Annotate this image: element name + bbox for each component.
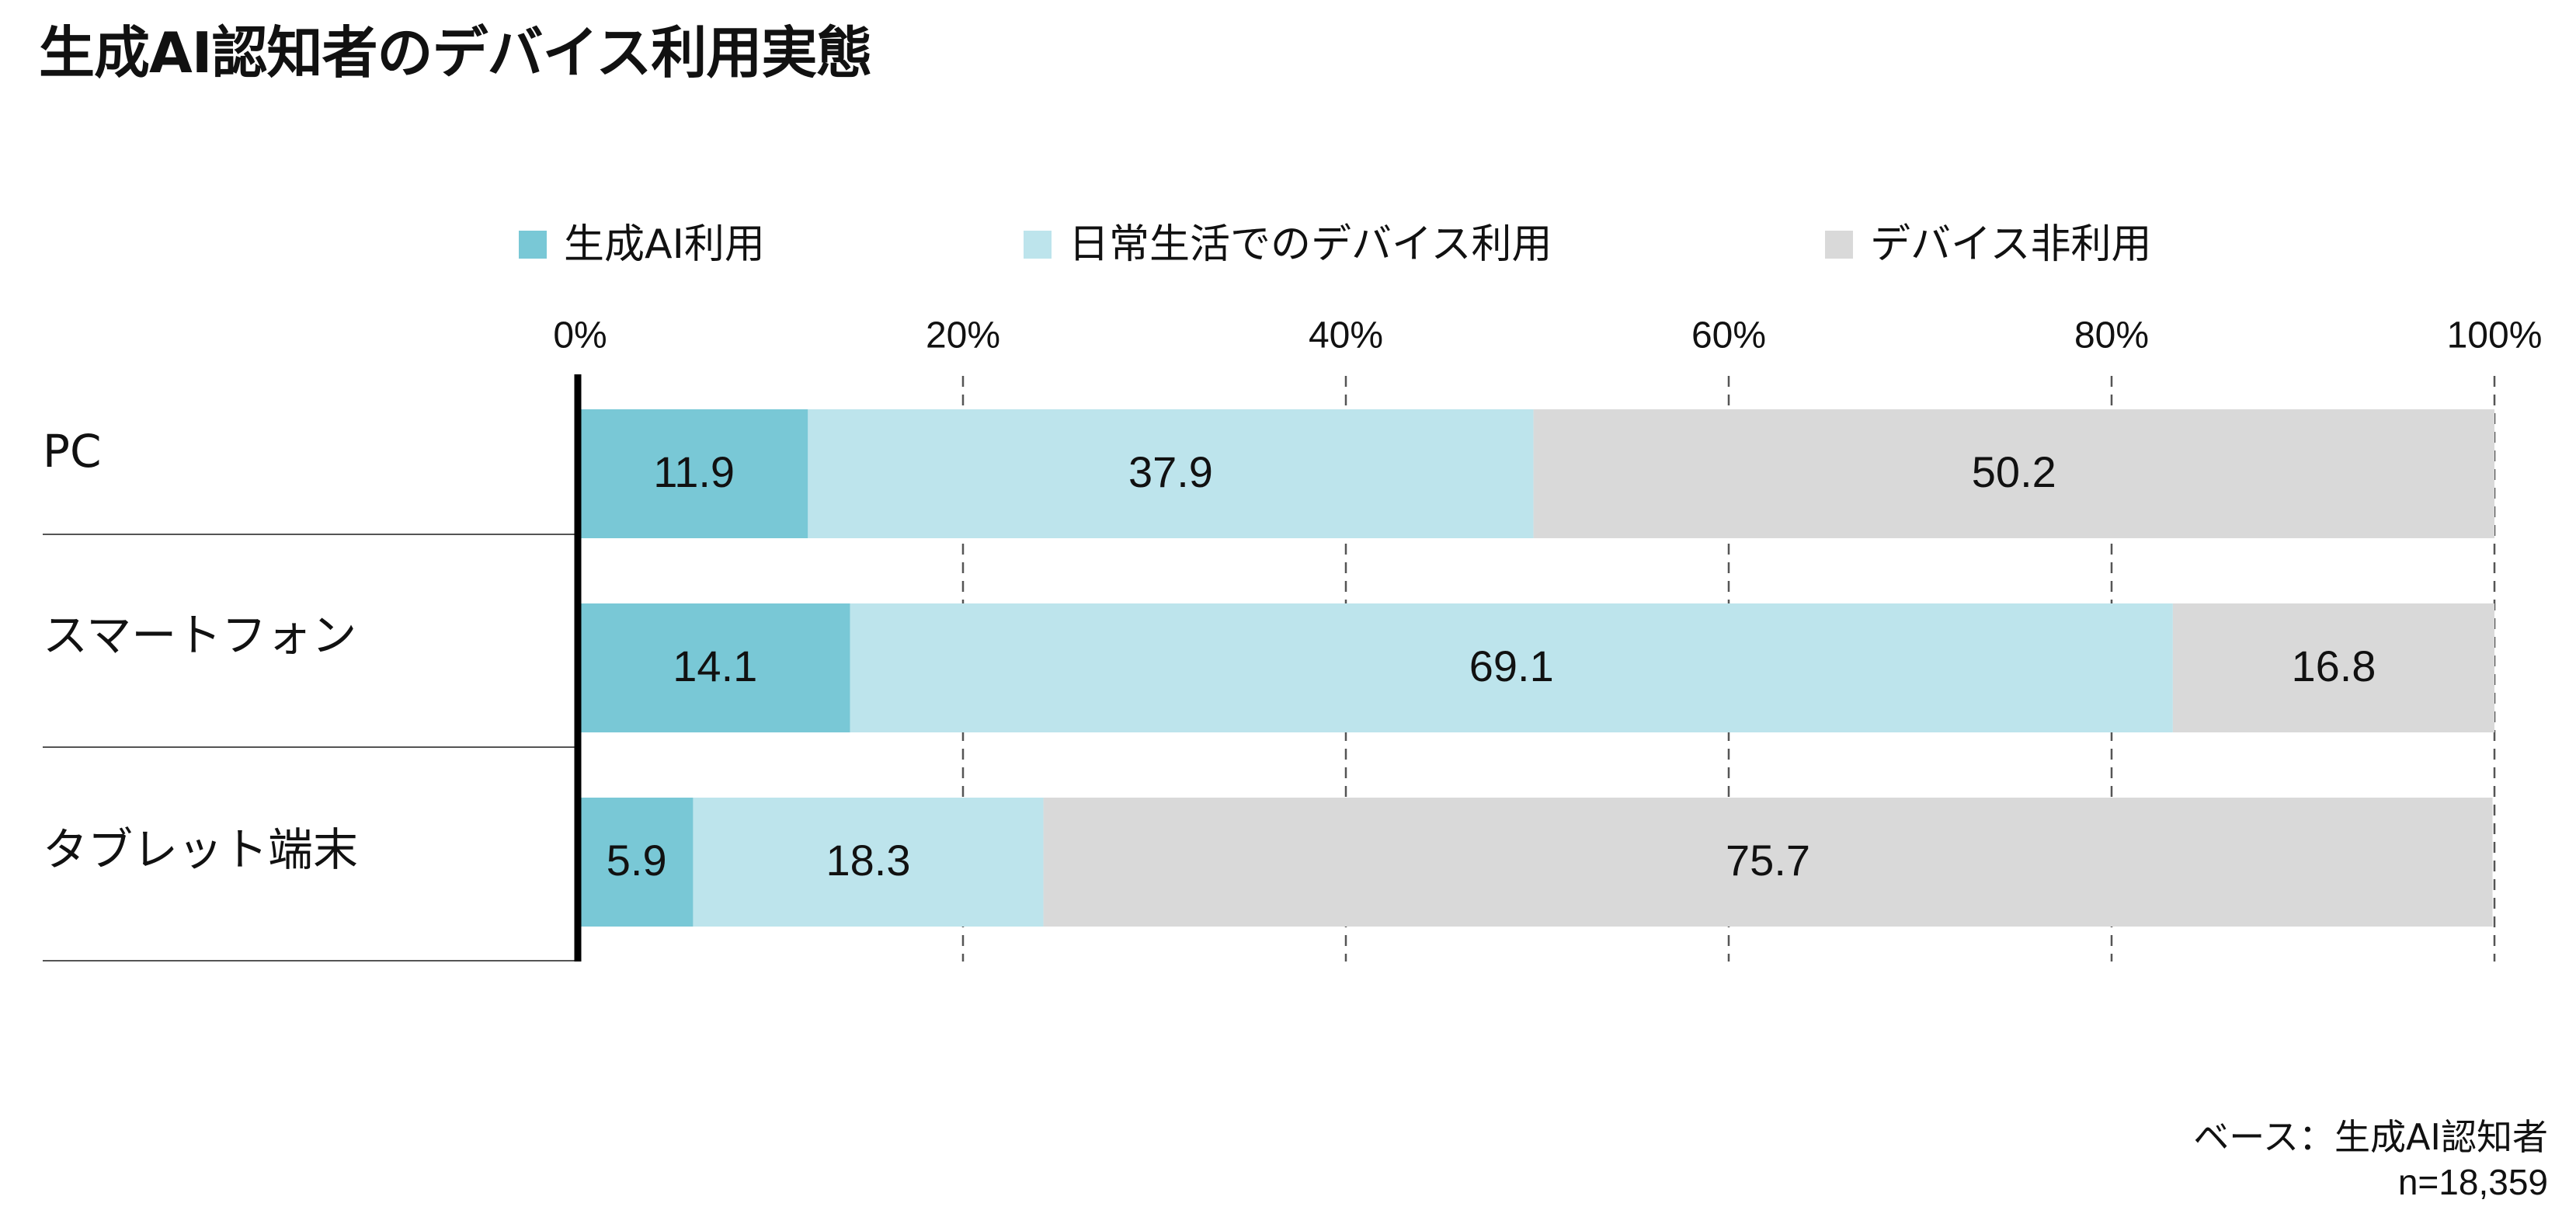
row-separators (43, 534, 579, 962)
x-tick-label: 100% (2447, 315, 2543, 356)
x-tick-label: 80% (2074, 315, 2149, 356)
legend-item-daily: 日常生活でのデバイス利用 (1024, 217, 1552, 272)
bar-segment (2172, 603, 2494, 732)
value-label: 18.3 (826, 836, 910, 885)
legend-label-genai: 生成AI利用 (564, 221, 765, 268)
x-tick-label: 60% (1691, 315, 1766, 356)
legend-swatch-daily (1024, 231, 1052, 259)
legend-label-daily: 日常生活でのデバイス利用 (1069, 221, 1552, 268)
value-label: 50.2 (1972, 447, 2056, 496)
sample-size-note: n=18,359 (2397, 1162, 2548, 1202)
value-label: 5.9 (607, 836, 667, 885)
legend-label-nonuse: デバイス非利用 (1870, 221, 2152, 268)
x-tick-label: 40% (1309, 315, 1383, 356)
chart-title: 生成AI認知者のデバイス利用実態 (39, 20, 872, 85)
bar-segment (1043, 798, 2493, 927)
category-label: タブレット端末 (43, 823, 358, 876)
x-axis-ticks: 0% 20% 40% 60% 80% 100% (553, 315, 2542, 356)
value-label: 37.9 (1128, 447, 1213, 496)
legend-item-nonuse: デバイス非利用 (1825, 217, 2151, 272)
value-label: 14.1 (673, 642, 757, 690)
bar-segment (580, 603, 850, 732)
chart-legend: 生成AI利用 日常生活でのデバイス利用 デバイス非利用 (0, 217, 2576, 272)
bar-segment (1533, 409, 2494, 538)
base-note: ベース：生成AI認知者 (2193, 1116, 2548, 1158)
legend-swatch-genai (519, 231, 547, 259)
x-tick-label: 0% (553, 315, 607, 356)
value-label: 75.7 (1726, 836, 1810, 885)
value-label: 11.9 (653, 447, 735, 496)
value-label: 16.8 (2291, 642, 2376, 690)
category-label: スマートフォン (43, 609, 356, 662)
x-tick-label: 20% (926, 315, 1000, 356)
bar-segment (850, 603, 2173, 732)
value-label: 69.1 (1469, 642, 1554, 690)
bar-segment (580, 798, 694, 927)
bar-segment (808, 409, 1534, 538)
legend-item-genai: 生成AI利用 (519, 217, 765, 272)
category-label: PC (43, 425, 101, 478)
legend-swatch-nonuse (1825, 231, 1853, 259)
bar-segment (580, 409, 808, 538)
bar-segments: 11.9 37.9 50.2 14.1 69.1 16.8 5.9 18.3 75.7 (580, 409, 2494, 927)
bar-segment (693, 798, 1044, 927)
